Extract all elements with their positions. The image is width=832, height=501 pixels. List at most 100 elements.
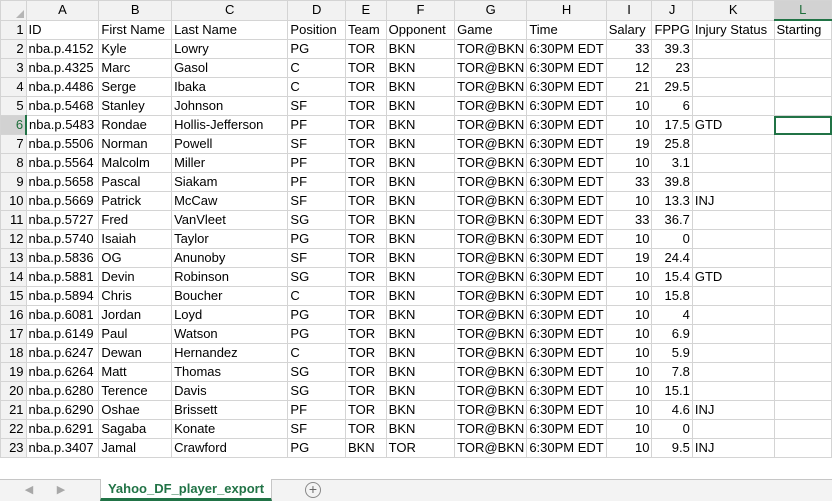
cell-c4[interactable]: Ibaka — [171, 77, 289, 97]
select-all-corner[interactable] — [0, 0, 27, 21]
cell-k10[interactable]: INJ — [691, 191, 775, 211]
row-header-8[interactable]: 8 — [0, 153, 27, 173]
cell-e10[interactable]: TOR — [344, 191, 387, 211]
cell-a16[interactable]: nba.p.6081 — [25, 305, 100, 325]
cell-f11[interactable]: BKN — [385, 210, 456, 230]
cell-h15[interactable]: 6:30PM EDT — [526, 286, 607, 306]
cell-g19[interactable]: TOR@BKN — [454, 362, 528, 382]
cell-j10[interactable]: 13.3 — [651, 191, 693, 211]
cell-g3[interactable]: TOR@BKN — [454, 58, 528, 78]
cell-f18[interactable]: BKN — [385, 343, 456, 363]
cell-h2[interactable]: 6:30PM EDT — [526, 39, 607, 59]
cell-l20[interactable] — [773, 381, 832, 401]
cell-j1[interactable]: FPPG — [651, 19, 693, 40]
row-header-5[interactable]: 5 — [0, 96, 27, 116]
cell-c14[interactable]: Robinson — [171, 267, 289, 287]
cell-g23[interactable]: TOR@BKN — [454, 438, 528, 458]
cell-c23[interactable]: Crawford — [171, 438, 289, 458]
cell-d21[interactable]: PF — [287, 400, 346, 420]
cell-g6[interactable]: TOR@BKN — [454, 115, 528, 135]
cell-h17[interactable]: 6:30PM EDT — [526, 324, 607, 344]
cell-l2[interactable] — [773, 39, 832, 59]
cell-d3[interactable]: C — [287, 58, 346, 78]
cell-k23[interactable]: INJ — [691, 438, 775, 458]
cell-h23[interactable]: 6:30PM EDT — [526, 438, 607, 458]
cell-k8[interactable] — [691, 153, 775, 173]
cell-k15[interactable] — [691, 286, 775, 306]
cell-k16[interactable] — [691, 305, 775, 325]
cell-g21[interactable]: TOR@BKN — [454, 400, 528, 420]
cell-g10[interactable]: TOR@BKN — [454, 191, 528, 211]
cell-e20[interactable]: TOR — [344, 381, 387, 401]
cell-k13[interactable] — [691, 248, 775, 268]
cell-j2[interactable]: 39.3 — [651, 39, 693, 59]
cell-i1[interactable]: Salary — [605, 19, 653, 40]
cell-h22[interactable]: 6:30PM EDT — [526, 419, 607, 439]
cell-f4[interactable]: BKN — [385, 77, 456, 97]
cell-b9[interactable]: Pascal — [98, 172, 173, 192]
row-header-2[interactable]: 2 — [0, 39, 27, 59]
cell-b10[interactable]: Patrick — [98, 191, 173, 211]
cell-c15[interactable]: Boucher — [171, 286, 289, 306]
row-header-7[interactable]: 7 — [0, 134, 27, 154]
cell-a5[interactable]: nba.p.5468 — [25, 96, 100, 116]
cell-k5[interactable] — [691, 96, 775, 116]
row-header-3[interactable]: 3 — [0, 58, 27, 78]
cell-e9[interactable]: TOR — [344, 172, 387, 192]
cell-l13[interactable] — [773, 248, 832, 268]
cell-b2[interactable]: Kyle — [98, 39, 173, 59]
cell-g8[interactable]: TOR@BKN — [454, 153, 528, 173]
row-header-13[interactable]: 13 — [0, 248, 27, 268]
cell-l21[interactable] — [773, 400, 832, 420]
cell-b8[interactable]: Malcolm — [98, 153, 173, 173]
cell-j14[interactable]: 15.4 — [651, 267, 693, 287]
row-header-9[interactable]: 9 — [0, 172, 27, 192]
cell-f15[interactable]: BKN — [385, 286, 456, 306]
cell-d14[interactable]: SG — [287, 267, 346, 287]
cell-k12[interactable] — [691, 229, 775, 249]
cell-e4[interactable]: TOR — [344, 77, 387, 97]
cell-f16[interactable]: BKN — [385, 305, 456, 325]
cell-i22[interactable]: 10 — [605, 419, 653, 439]
row-header-10[interactable]: 10 — [0, 191, 27, 211]
cell-d9[interactable]: PF — [287, 172, 346, 192]
cell-i6[interactable]: 10 — [605, 115, 653, 135]
cell-d15[interactable]: C — [287, 286, 346, 306]
cell-c2[interactable]: Lowry — [171, 39, 289, 59]
cell-i19[interactable]: 10 — [605, 362, 653, 382]
cell-g1[interactable]: Game — [454, 19, 528, 40]
cell-e3[interactable]: TOR — [344, 58, 387, 78]
cell-c3[interactable]: Gasol — [171, 58, 289, 78]
cell-g7[interactable]: TOR@BKN — [454, 134, 528, 154]
cell-i9[interactable]: 33 — [605, 172, 653, 192]
cell-j18[interactable]: 5.9 — [651, 343, 693, 363]
cell-f7[interactable]: BKN — [385, 134, 456, 154]
cell-j13[interactable]: 24.4 — [651, 248, 693, 268]
cell-l3[interactable] — [773, 58, 832, 78]
cell-h11[interactable]: 6:30PM EDT — [526, 210, 607, 230]
cell-a15[interactable]: nba.p.5894 — [25, 286, 100, 306]
cell-i7[interactable]: 19 — [605, 134, 653, 154]
cell-i21[interactable]: 10 — [605, 400, 653, 420]
cell-j8[interactable]: 3.1 — [651, 153, 693, 173]
triangle-left-icon[interactable]: ◀ — [24, 484, 34, 496]
cell-g2[interactable]: TOR@BKN — [454, 39, 528, 59]
cell-l7[interactable] — [773, 134, 832, 154]
cell-f23[interactable]: TOR — [385, 438, 456, 458]
cell-f17[interactable]: BKN — [385, 324, 456, 344]
cell-b18[interactable]: Dewan — [98, 343, 173, 363]
cell-h3[interactable]: 6:30PM EDT — [526, 58, 607, 78]
cell-c21[interactable]: Brissett — [171, 400, 289, 420]
cell-e5[interactable]: TOR — [344, 96, 387, 116]
cell-j9[interactable]: 39.8 — [651, 172, 693, 192]
cell-l12[interactable] — [773, 229, 832, 249]
column-header-j[interactable]: J — [651, 0, 693, 21]
cell-i12[interactable]: 10 — [605, 229, 653, 249]
cell-i15[interactable]: 10 — [605, 286, 653, 306]
cell-b3[interactable]: Marc — [98, 58, 173, 78]
cell-k6[interactable]: GTD — [691, 115, 775, 135]
cell-b11[interactable]: Fred — [98, 210, 173, 230]
cell-d7[interactable]: SF — [287, 134, 346, 154]
column-header-c[interactable]: C — [171, 0, 289, 21]
cell-j4[interactable]: 29.5 — [651, 77, 693, 97]
